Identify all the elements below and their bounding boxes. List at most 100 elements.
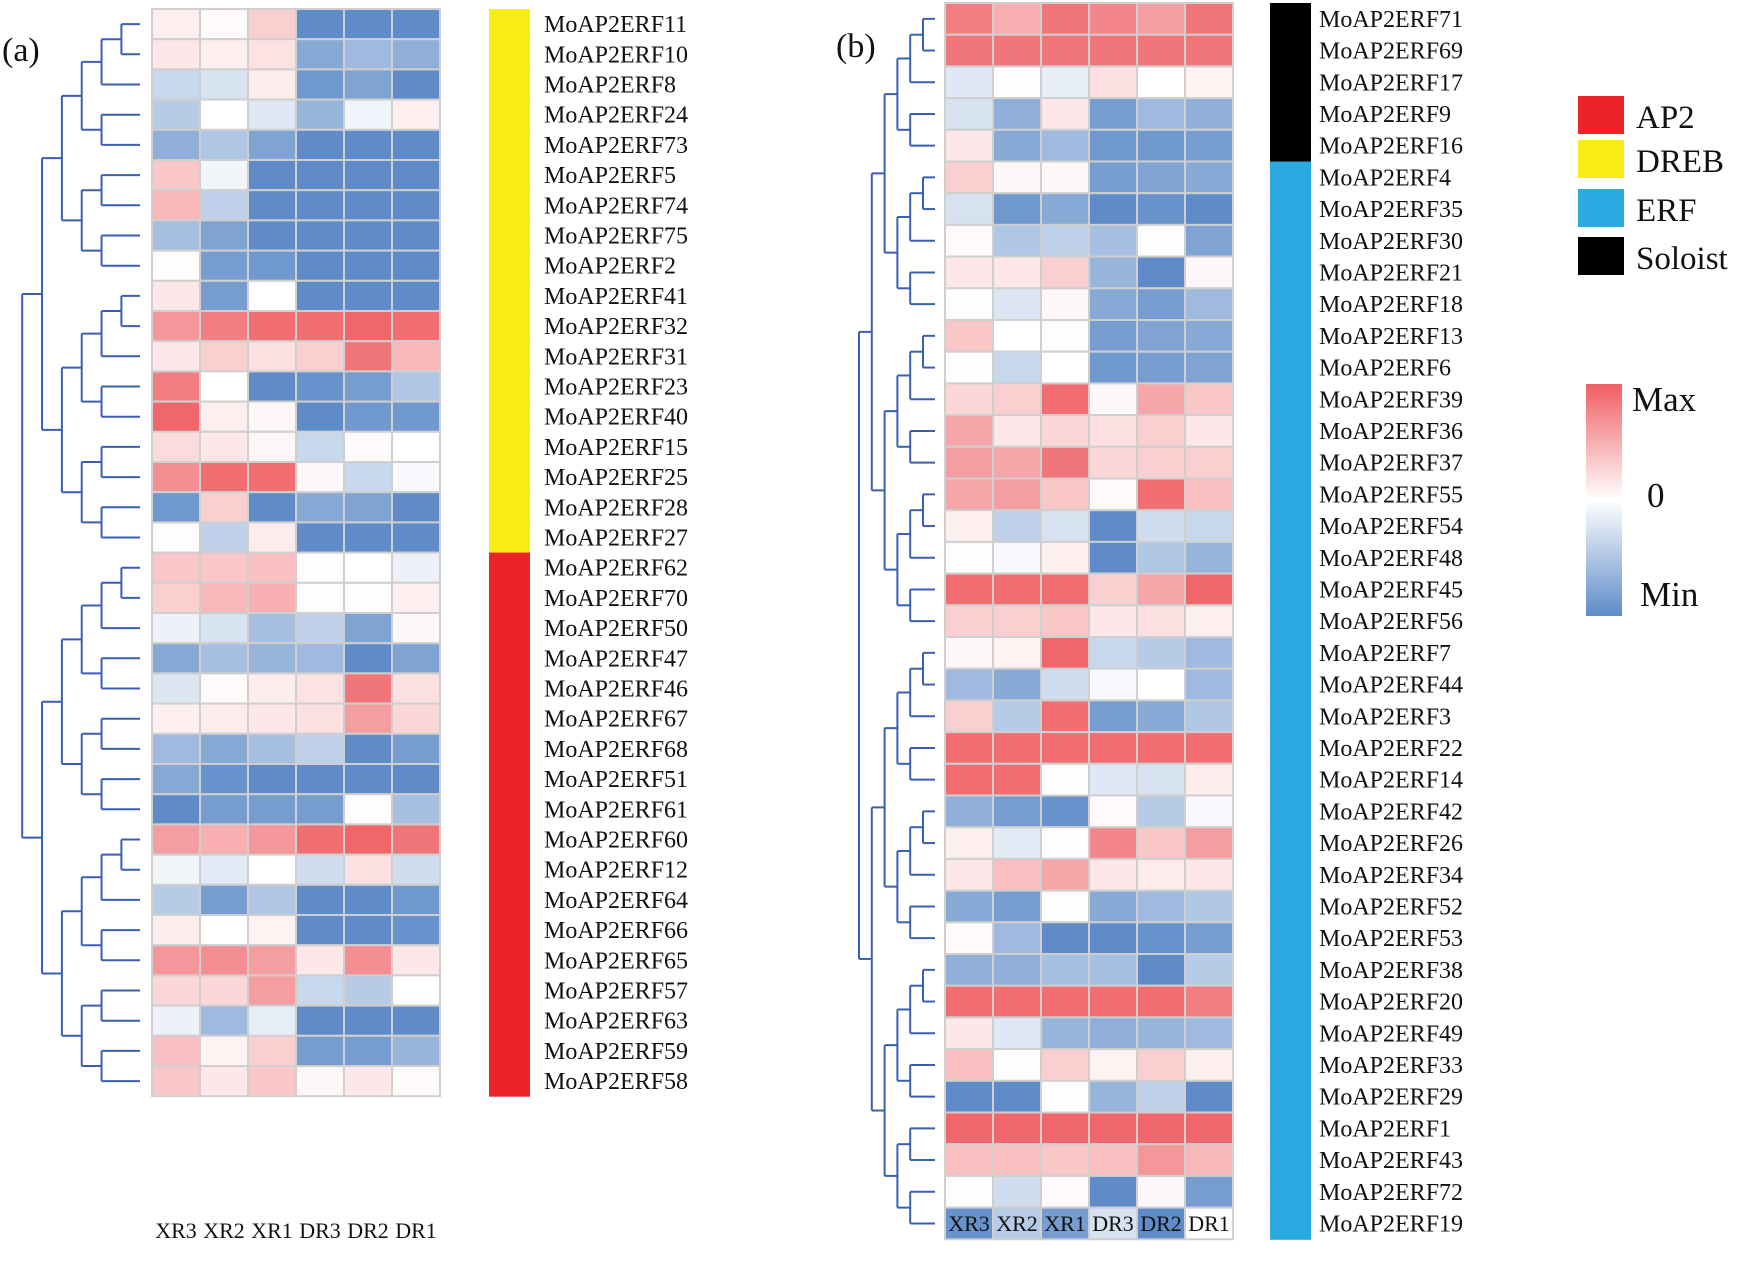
group-bar-segment	[489, 1035, 530, 1067]
heatmap-cell	[151, 128, 201, 162]
group-bar-segment	[489, 280, 530, 312]
heatmap-cell	[247, 249, 297, 282]
heatmap-cell	[992, 1174, 1042, 1209]
group-bar-segment	[489, 643, 530, 674]
column-label: DR1	[395, 1218, 437, 1243]
heatmap-cell	[944, 128, 994, 163]
group-bar-segment	[489, 69, 530, 101]
heatmap-cell	[199, 914, 249, 947]
heatmap-cell	[247, 1034, 297, 1068]
heatmap-cell	[391, 38, 441, 71]
heatmap-cell	[1040, 2, 1090, 36]
heatmap-cell	[151, 581, 201, 614]
heatmap-cell	[1136, 33, 1186, 68]
heatmap-cell	[343, 189, 393, 222]
heatmap-cell	[247, 189, 297, 222]
heatmap-cell	[1184, 953, 1234, 987]
heatmap-cell	[247, 974, 297, 1007]
heatmap-cell	[1040, 192, 1090, 226]
heatmap-cell	[1088, 826, 1138, 860]
row-label: MoAP2ERF3	[1319, 704, 1451, 730]
heatmap-cell	[992, 192, 1042, 226]
heatmap-cell	[343, 581, 393, 614]
heatmap-cell	[343, 521, 393, 554]
dendrogram-b	[858, 17, 935, 1225]
heatmap-cell	[151, 340, 201, 373]
heatmap-cell	[391, 461, 441, 494]
heatmap-cell	[151, 98, 201, 131]
color-scale-bar	[1586, 384, 1622, 616]
row-label: MoAP2ERF49	[1319, 1021, 1463, 1047]
heatmap-cell	[343, 340, 393, 373]
heatmap-cell	[1088, 762, 1138, 797]
heatmap-cell	[151, 219, 201, 252]
group-bar-segment	[489, 673, 530, 705]
heatmap-cell	[1088, 33, 1138, 68]
heatmap-cell	[944, 572, 994, 607]
heatmap-cell	[391, 1065, 441, 1098]
heatmap-cell	[1040, 33, 1090, 68]
heatmap-cell	[343, 551, 393, 584]
row-label: MoAP2ERF24	[544, 103, 688, 129]
heatmap-cell	[247, 702, 297, 735]
heatmap-cell	[1040, 731, 1090, 765]
heatmap-cell	[391, 491, 441, 524]
heatmap-cell	[343, 400, 393, 433]
heatmap-cell	[391, 189, 441, 222]
group-bar-segment	[489, 220, 530, 252]
heatmap-cell	[199, 883, 249, 916]
heatmap-cell	[199, 370, 249, 403]
row-label: MoAP2ERF57	[544, 979, 688, 1005]
heatmap-cell	[1040, 445, 1090, 480]
row-label: MoAP2ERF69	[1319, 39, 1463, 65]
heatmap-cell	[1088, 540, 1138, 575]
heatmap-cell	[391, 430, 441, 463]
heatmap-cell	[1088, 984, 1138, 1019]
heatmap-cell	[343, 370, 393, 403]
heatmap-cell	[944, 1206, 994, 1241]
column-labels-a: XR3 XR2 XR1 DR3 DR2 DR1	[155, 1218, 437, 1243]
heatmap-cell	[295, 521, 345, 554]
heatmap-cell	[295, 642, 345, 675]
heatmap-cell	[1136, 255, 1186, 290]
heatmap-cell	[151, 68, 201, 101]
color-scale-legend: Max 0 Min	[1586, 380, 1698, 616]
heatmap-cell	[944, 223, 994, 258]
heatmap-cell	[1184, 128, 1234, 163]
heatmap-cell	[944, 1111, 994, 1146]
row-label: MoAP2ERF43	[1319, 1148, 1463, 1174]
heatmap-cell	[1040, 794, 1090, 829]
group-bar-segment	[1270, 1207, 1311, 1240]
heatmap-cell	[944, 65, 994, 100]
heatmap-cell	[1088, 572, 1138, 607]
heatmap-cell	[992, 287, 1042, 321]
heatmap-cell	[151, 702, 201, 735]
heatmap-cell	[151, 914, 201, 947]
heatmap-cell	[944, 33, 994, 68]
heatmap-cell	[1184, 794, 1234, 829]
heatmap-cell	[391, 914, 441, 947]
heatmap-cell	[247, 672, 297, 705]
heatmap-cell	[391, 340, 441, 373]
heatmap-cell	[247, 8, 297, 41]
heatmap-cell	[295, 491, 345, 524]
heatmap-cell	[992, 509, 1042, 543]
heatmap-cell	[1136, 414, 1186, 448]
heatmap-cell	[199, 491, 249, 524]
heatmap-cell	[343, 732, 393, 765]
group-bar-segment	[489, 431, 530, 463]
heatmap-cell	[247, 68, 297, 101]
heatmap-cell	[391, 642, 441, 675]
heatmap-cell	[151, 732, 201, 765]
row-label: MoAP2ERF2	[544, 254, 676, 280]
heatmap-cell	[391, 732, 441, 765]
group-bar-segment	[1270, 858, 1311, 892]
heatmap-cell	[1040, 319, 1090, 353]
heatmap-cell	[247, 914, 297, 947]
heatmap-cell	[199, 219, 249, 252]
heatmap-cell	[295, 310, 345, 343]
heatmap-cell	[391, 883, 441, 916]
heatmap-cell	[295, 219, 345, 252]
heatmap-cell	[391, 793, 441, 826]
group-bar-segment	[489, 884, 530, 916]
